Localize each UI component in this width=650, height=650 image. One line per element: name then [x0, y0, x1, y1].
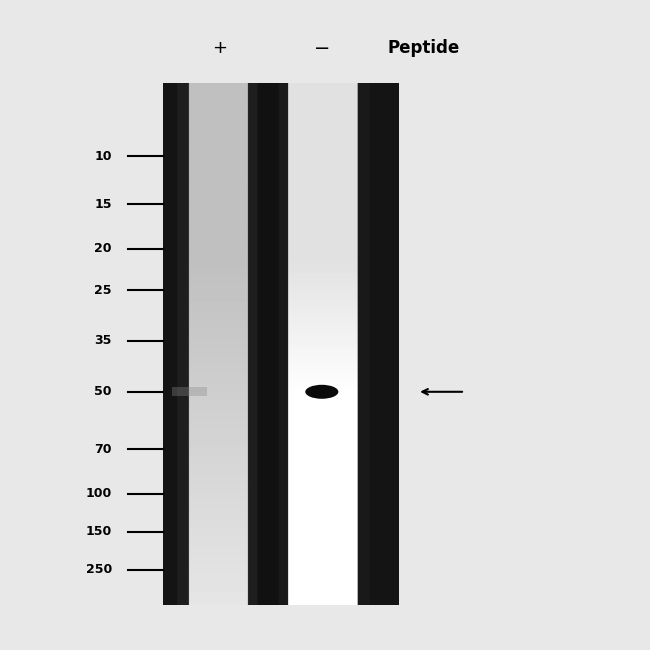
Text: 50: 50: [94, 385, 112, 398]
Ellipse shape: [306, 385, 339, 399]
Text: 20: 20: [94, 242, 112, 255]
Text: 15: 15: [94, 198, 112, 211]
Text: 25: 25: [94, 283, 112, 296]
Text: 70: 70: [94, 443, 112, 456]
Text: 100: 100: [86, 487, 112, 500]
Text: Peptide: Peptide: [387, 39, 460, 57]
Text: 250: 250: [86, 564, 112, 577]
Text: 35: 35: [94, 334, 112, 347]
Text: 150: 150: [86, 525, 112, 538]
Bar: [172, 387, 207, 396]
Text: −: −: [314, 39, 330, 58]
Text: 10: 10: [94, 150, 112, 163]
Text: +: +: [213, 39, 228, 57]
